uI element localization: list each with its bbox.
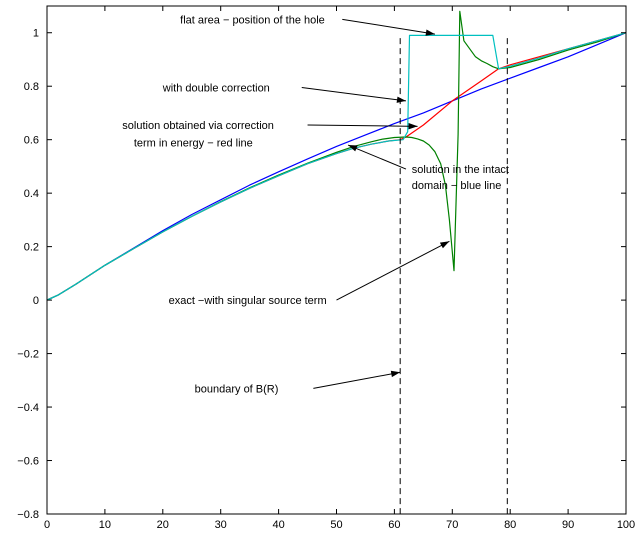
annotation-arrow-6 xyxy=(336,240,450,301)
annotations-layer: flat area − position of the hole with dou… xyxy=(122,14,509,395)
annotation-text-1: with double correction xyxy=(162,83,270,95)
annotation-arrow-4 xyxy=(347,144,407,170)
series-line-red-line xyxy=(46,32,627,301)
y-tick-label: 0.4 xyxy=(24,188,39,200)
x-tick-label: 0 xyxy=(44,519,50,531)
x-tick-label: 90 xyxy=(562,519,574,531)
axes-layer: 0 10 20 30 40 50 60 70 80 90 100 −0.8 −0.6 −0.4 −0.2 0 0… xyxy=(17,5,635,531)
annotation-text-6: exact −with singular source term xyxy=(169,295,327,307)
annotation-arrow-0 xyxy=(342,18,436,35)
x-tick-label: 70 xyxy=(446,519,458,531)
series-line-blue-line xyxy=(46,32,627,301)
annotation-text-4: solution in the intact xyxy=(412,164,509,176)
x-tick-label: 20 xyxy=(157,519,169,531)
x-tick-label: 80 xyxy=(504,519,516,531)
y-tick-label: −0.6 xyxy=(17,456,39,468)
annotation-text-7: boundary of B(R) xyxy=(195,383,279,395)
y-tick-label: −0.4 xyxy=(17,402,39,414)
boundary-lines-layer xyxy=(399,38,508,514)
x-tick-label: 100 xyxy=(617,519,635,531)
plot-frame xyxy=(46,5,627,515)
y-tick-label: −0.8 xyxy=(17,509,39,521)
y-tick-label: 0 xyxy=(33,295,39,307)
x-tick-label: 30 xyxy=(215,519,227,531)
annotation-arrowhead-0 xyxy=(425,29,435,36)
y-tick-label: 0.6 xyxy=(24,135,39,147)
annotation-text-2: solution obtained via correction xyxy=(122,120,274,132)
x-tick-label: 10 xyxy=(99,519,111,531)
y-tick-label: 0.2 xyxy=(24,242,39,254)
annotation-arrowhead-6 xyxy=(439,241,450,249)
annotation-arrowhead-2 xyxy=(408,123,418,130)
annotation-arrow-1 xyxy=(301,87,407,102)
annotation-arrow-7 xyxy=(313,371,401,389)
x-tick-label: 50 xyxy=(330,519,342,531)
series-line-green-line xyxy=(46,10,627,301)
y-tick-label: −0.2 xyxy=(17,349,39,361)
annotation-arrowhead-4 xyxy=(348,145,358,152)
annotation-arrowhead-7 xyxy=(390,370,401,378)
x-tick-label: 40 xyxy=(272,519,284,531)
annotation-arrow-2 xyxy=(307,124,418,127)
annotation-text-3: term in energy − red line xyxy=(134,137,253,149)
curves-layer xyxy=(46,10,627,301)
x-tick-label: 60 xyxy=(388,519,400,531)
annotation-arrowhead-1 xyxy=(396,96,406,103)
series-line-cyan-line xyxy=(46,32,627,301)
annotation-text-0: flat area − position of the hole xyxy=(180,14,325,26)
y-tick-label: 0.8 xyxy=(24,81,39,93)
annotation-text-5: domain − blue line xyxy=(412,180,502,192)
y-tick-label: 1 xyxy=(33,28,39,40)
